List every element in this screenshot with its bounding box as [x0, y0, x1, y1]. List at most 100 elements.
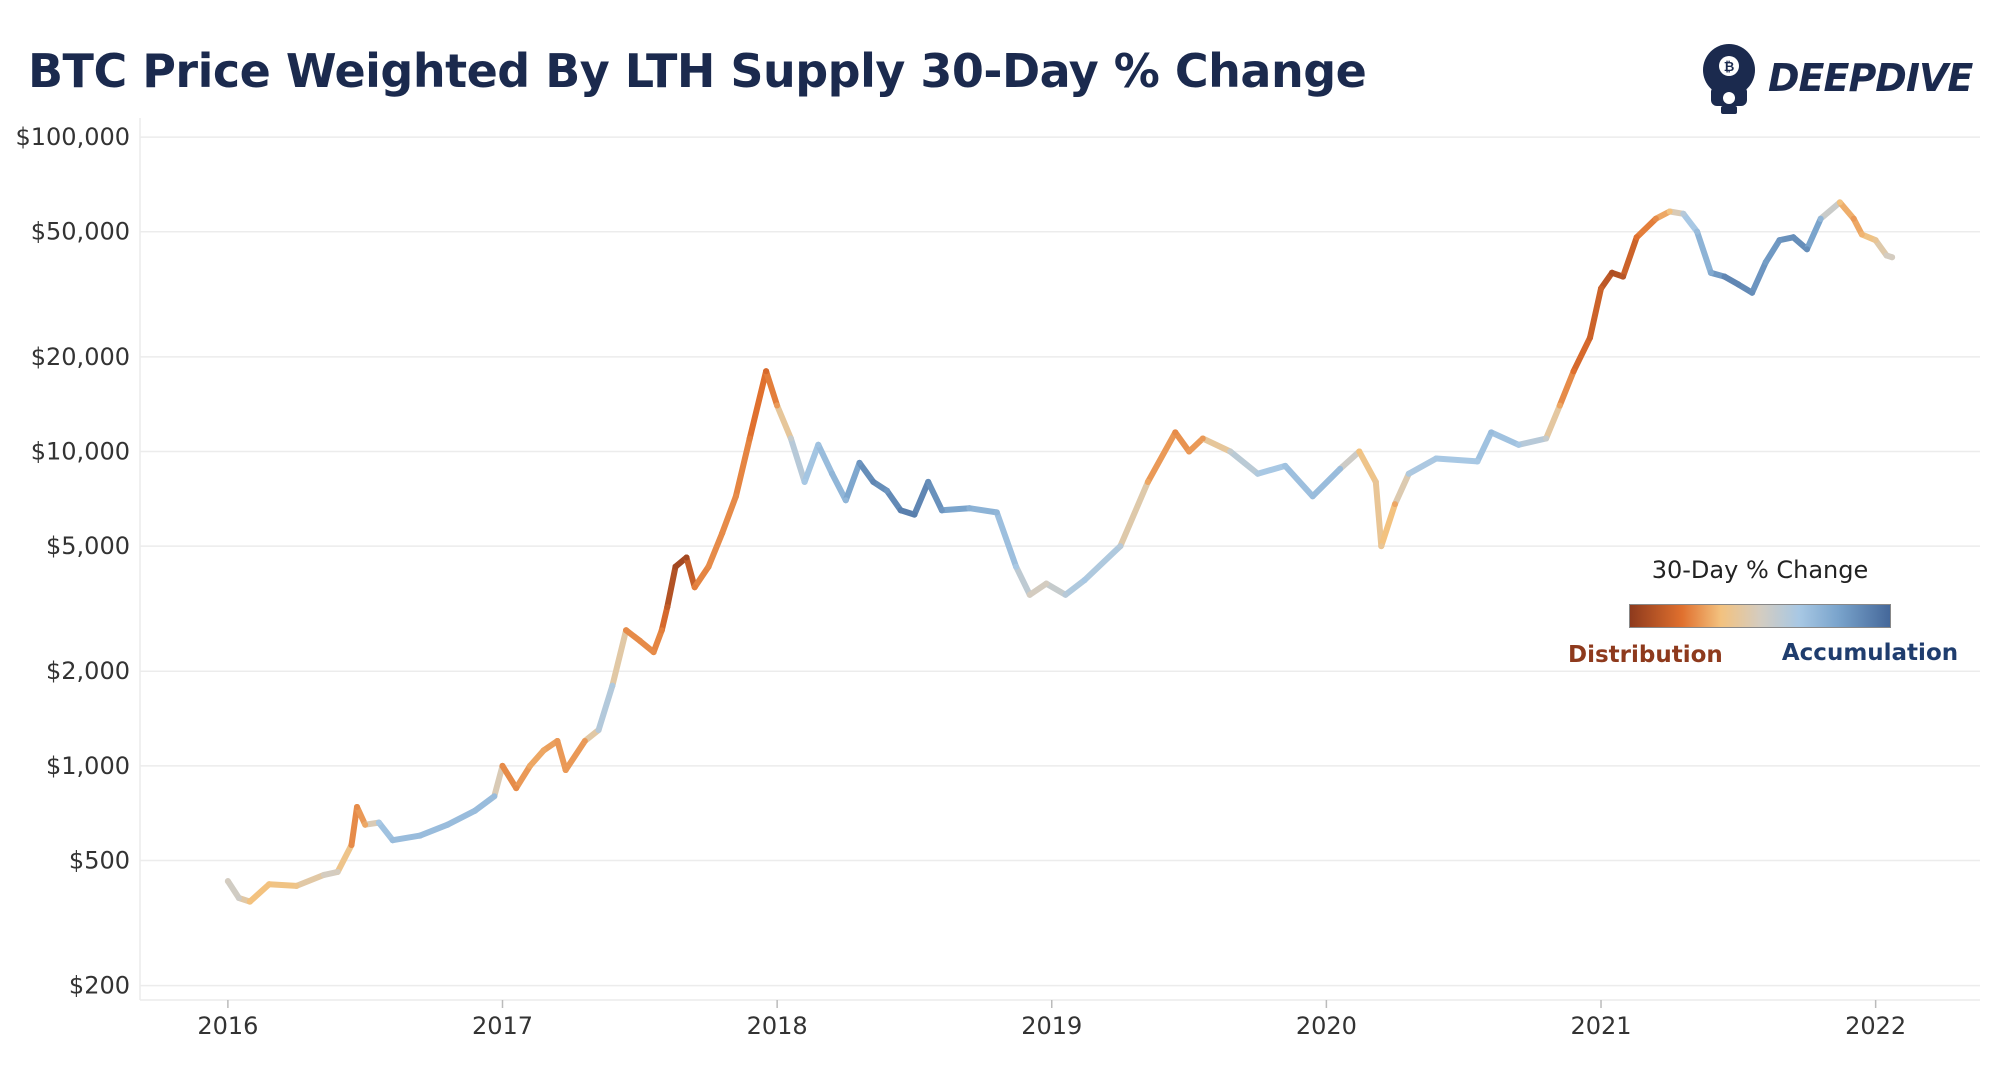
- price-point: [1620, 273, 1626, 280]
- price-segment: [1026, 580, 1050, 598]
- price-point: [1817, 215, 1824, 222]
- price-point: [1850, 215, 1857, 222]
- price-point: [1254, 470, 1261, 477]
- price-point: [1633, 234, 1640, 241]
- price-segment: [334, 842, 355, 875]
- price-point: [540, 747, 547, 754]
- price-point: [1356, 448, 1363, 455]
- y-tick-label: $20,000: [31, 343, 130, 371]
- price-segment: [375, 819, 396, 844]
- price-point: [1372, 478, 1379, 485]
- price-point: [1804, 246, 1810, 253]
- price-segment: [763, 368, 781, 409]
- price-segment: [938, 505, 973, 514]
- legend-accumulation-label: Accumulation: [1781, 640, 1959, 666]
- price-segment: [664, 563, 679, 610]
- price-point: [650, 649, 657, 656]
- y-tick-label: $100,000: [15, 123, 130, 151]
- price-segment: [1749, 259, 1769, 296]
- price-point: [1889, 254, 1896, 261]
- price-segment: [224, 878, 242, 901]
- price-point: [1013, 563, 1020, 570]
- price-point: [1707, 269, 1714, 276]
- price-segment: [815, 441, 836, 477]
- price-point: [1836, 199, 1843, 206]
- price-point: [581, 738, 588, 744]
- price-segment: [1694, 228, 1714, 276]
- price-point: [224, 878, 231, 885]
- price-segment: [1405, 455, 1440, 477]
- price-point: [1666, 208, 1673, 215]
- price-point: [472, 807, 478, 814]
- price-point: [609, 682, 616, 689]
- brand-logo: ₿ DEEPDIVE: [1698, 40, 1988, 120]
- price-segment: [1543, 402, 1563, 442]
- price-point: [1790, 234, 1797, 241]
- price-point: [1680, 210, 1687, 217]
- price-segment: [1804, 215, 1824, 253]
- price-point: [513, 785, 520, 792]
- price-segment: [266, 881, 300, 889]
- x-tick-label: 2021: [1570, 1012, 1631, 1040]
- price-point: [554, 738, 561, 744]
- price-point: [1556, 402, 1563, 409]
- price-segment: [787, 435, 808, 485]
- price-point: [1474, 458, 1481, 465]
- price-segment: [1598, 269, 1615, 292]
- price-point: [856, 459, 863, 466]
- price-point: [293, 882, 300, 889]
- price-point: [623, 627, 630, 634]
- price-point: [1735, 281, 1742, 288]
- price-point: [691, 584, 698, 591]
- price-point: [842, 497, 849, 504]
- price-segment: [1633, 215, 1659, 241]
- price-point: [1043, 580, 1050, 587]
- price-segment: [1227, 448, 1261, 477]
- price-segment: [472, 793, 498, 814]
- price-segment: [774, 402, 794, 442]
- price-point: [746, 435, 753, 442]
- price-point: [375, 819, 382, 826]
- price-point: [1858, 231, 1865, 238]
- price-segment: [1762, 237, 1783, 266]
- y-tick-label: $2,000: [46, 657, 130, 685]
- price-point: [1227, 448, 1234, 455]
- price-segment: [595, 682, 616, 733]
- price-point: [911, 511, 918, 518]
- price-point: [348, 842, 355, 848]
- y-tick-label: $10,000: [31, 437, 130, 465]
- price-segment: [1254, 462, 1289, 477]
- price-segment: [1378, 501, 1398, 550]
- price-segment: [1433, 455, 1481, 465]
- price-point: [787, 435, 794, 442]
- price-segment: [1620, 234, 1640, 280]
- price-segment: [1013, 563, 1033, 598]
- price-point: [1776, 237, 1783, 244]
- price-segment: [829, 470, 849, 504]
- price-point: [1652, 215, 1659, 222]
- price-point: [1392, 501, 1398, 508]
- price-segment: [732, 435, 753, 500]
- price-point: [1309, 493, 1316, 500]
- x-tick-label: 2022: [1845, 1012, 1906, 1040]
- price-segment: [884, 487, 904, 514]
- price-point: [938, 507, 945, 514]
- price-segment: [417, 821, 451, 839]
- price-segment: [1062, 577, 1088, 598]
- x-axis: 2016 2017 2018 2019 2020 2021 2022: [197, 1000, 1906, 1040]
- price-point: [1598, 285, 1604, 292]
- price-segment: [1199, 435, 1234, 455]
- price-point: [1433, 455, 1440, 462]
- price-segment: [1372, 478, 1385, 550]
- price-point: [499, 762, 506, 769]
- x-tick-label: 2019: [1021, 1012, 1082, 1040]
- price-segment: [527, 747, 547, 769]
- price-point: [801, 478, 808, 485]
- price-point: [1609, 269, 1615, 276]
- diving-helmet-bitcoin-icon: ₿: [1703, 44, 1755, 114]
- price-point: [1144, 478, 1151, 485]
- price-point: [1694, 228, 1701, 235]
- brand-name: DEEPDIVE: [1768, 56, 1973, 100]
- price-point: [1883, 252, 1890, 259]
- price-segment: [1043, 580, 1069, 598]
